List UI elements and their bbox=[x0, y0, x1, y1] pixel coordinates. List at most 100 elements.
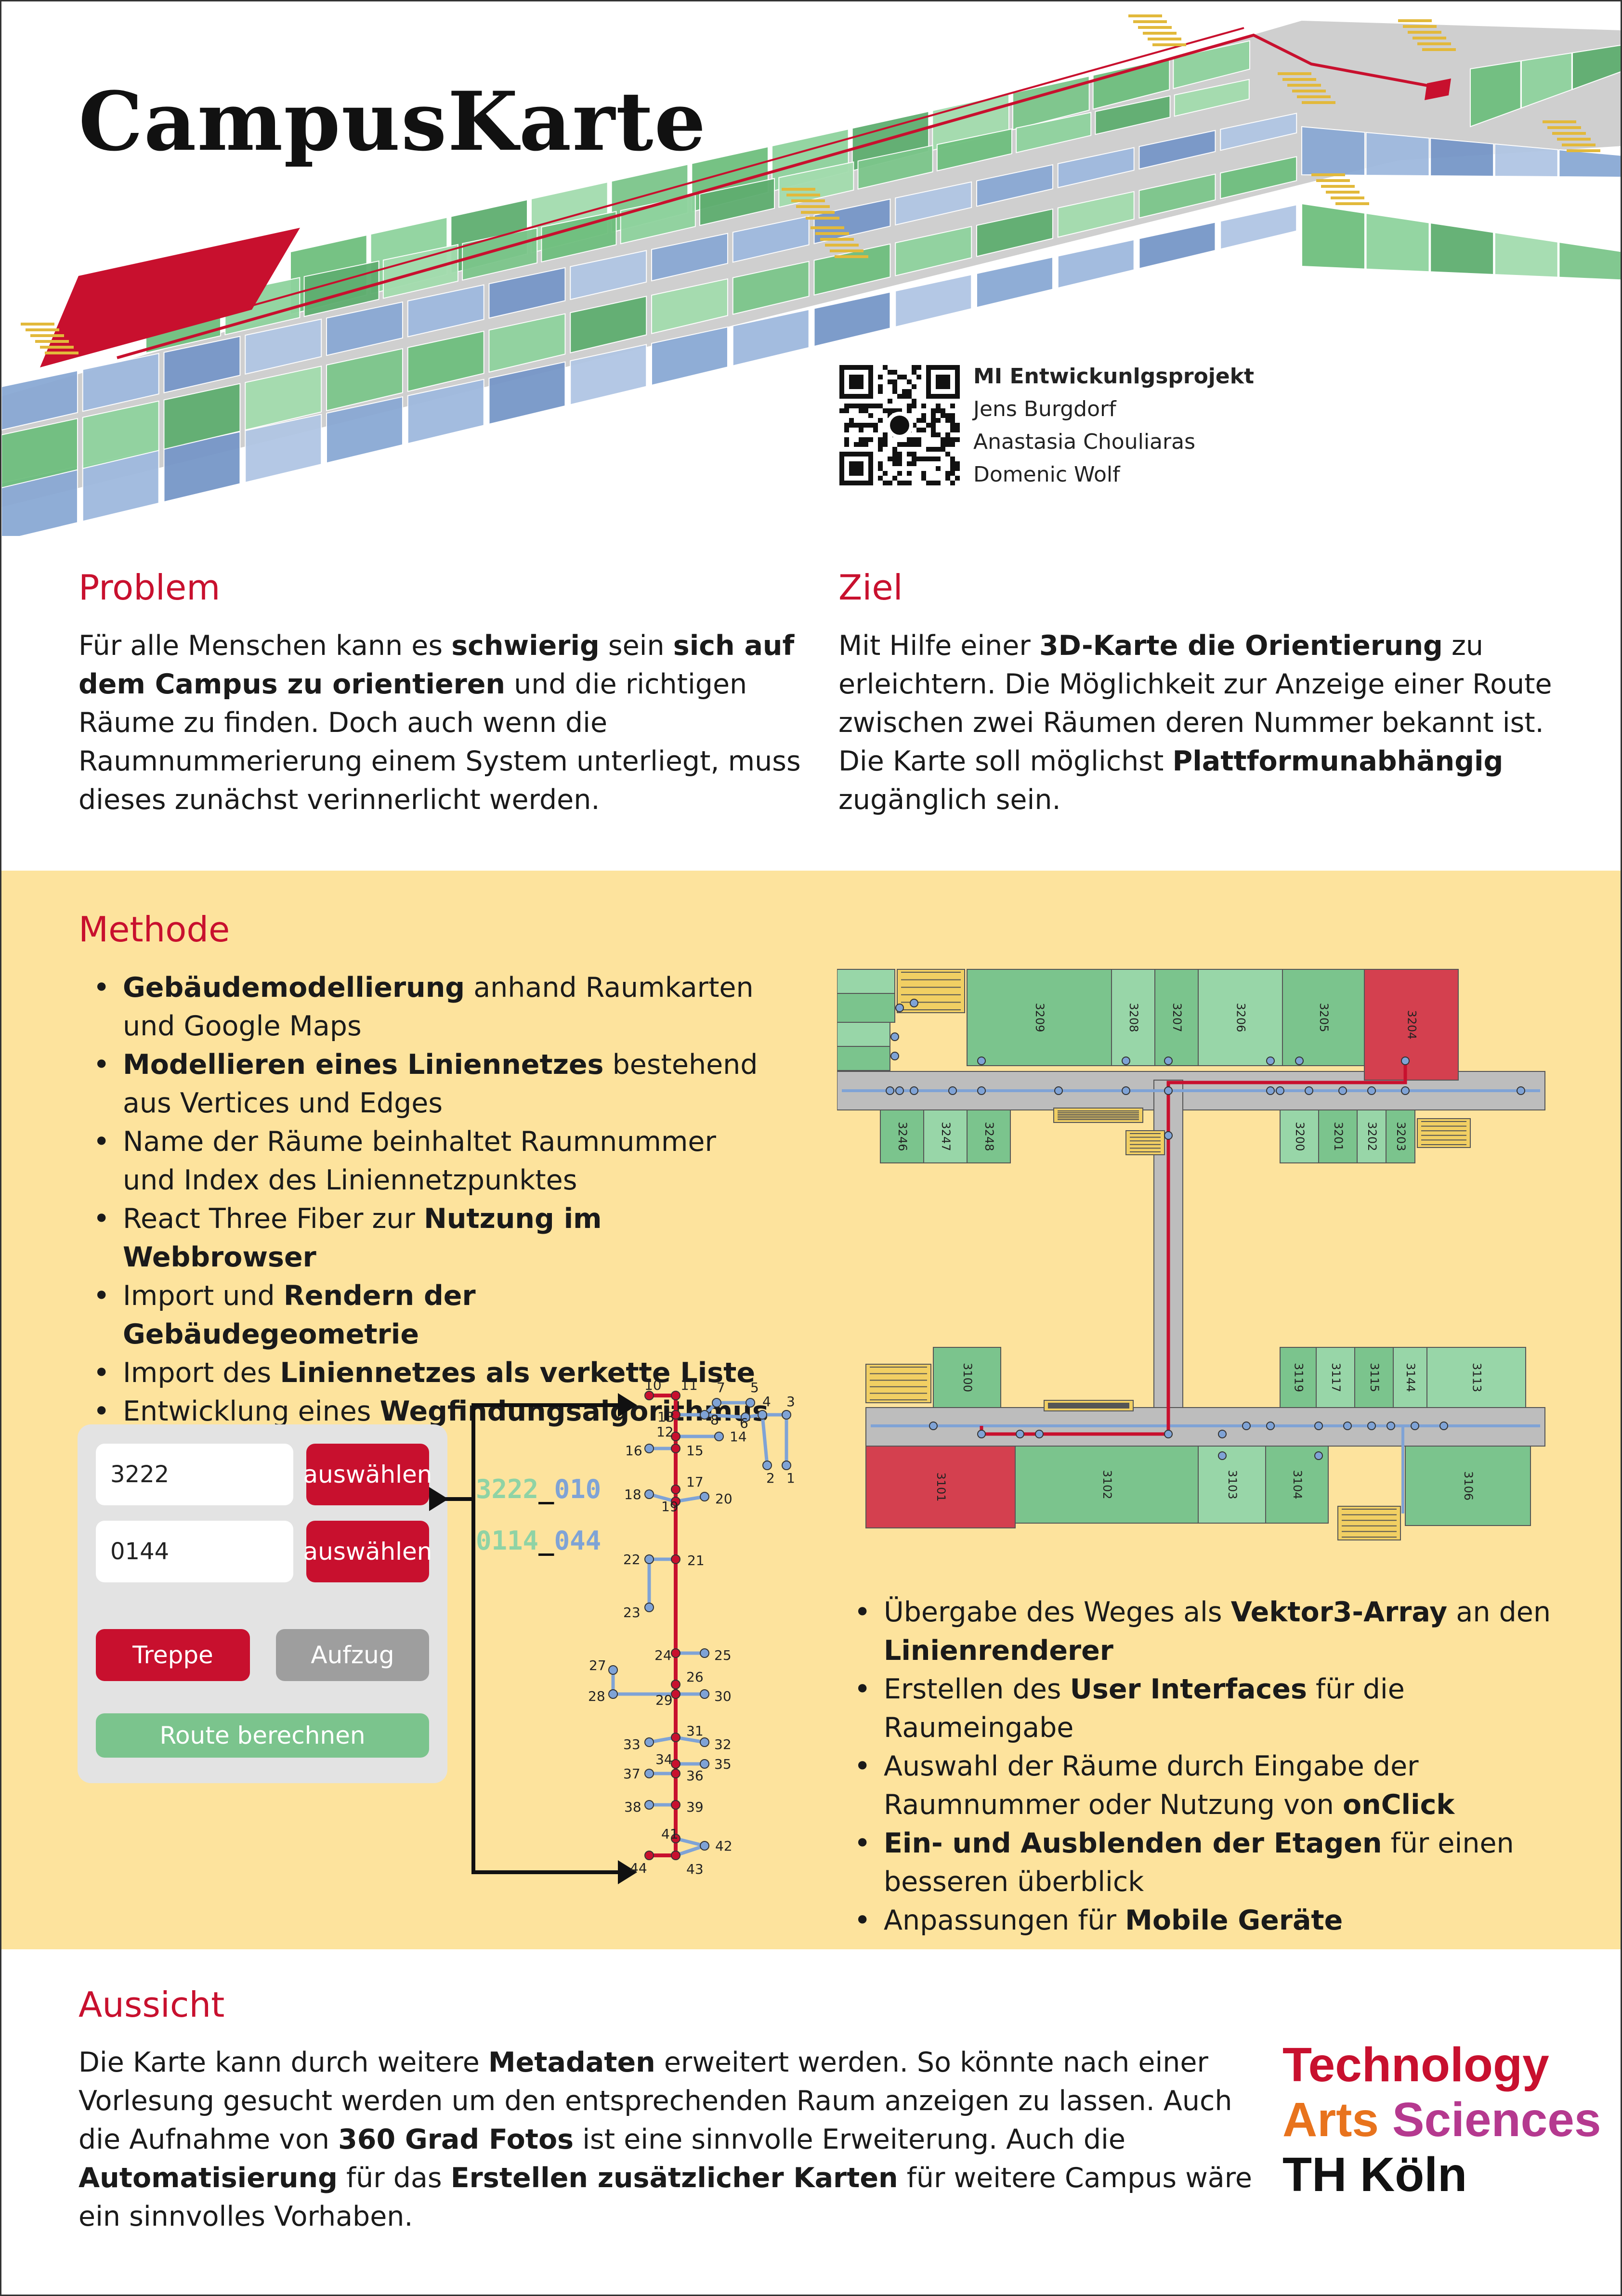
ziel-text: Mit Hilfe einer 3D-Karte die Orientierun… bbox=[838, 626, 1561, 819]
network-vertex bbox=[1367, 1086, 1376, 1095]
select-button-1[interactable]: auswählen bbox=[303, 1444, 432, 1505]
network-label: 13 bbox=[657, 1409, 675, 1425]
hero-route-line bbox=[117, 33, 1442, 359]
network-vertex bbox=[1439, 1422, 1448, 1430]
stairs-icon bbox=[1053, 1108, 1143, 1123]
qr-module bbox=[916, 437, 921, 442]
stairs-button[interactable]: Treppe bbox=[96, 1629, 250, 1681]
network-edge bbox=[675, 1844, 706, 1857]
qr-module bbox=[892, 379, 897, 384]
qr-module bbox=[859, 428, 863, 432]
hero-room-block bbox=[407, 378, 484, 444]
network-vertex bbox=[671, 1800, 680, 1810]
qr-module bbox=[931, 481, 936, 485]
qr-module bbox=[916, 442, 921, 447]
hero-room-block bbox=[1138, 173, 1216, 219]
room-input-2[interactable]: 0144 bbox=[96, 1521, 293, 1582]
network-label: 15 bbox=[686, 1443, 704, 1459]
network-vertex bbox=[671, 1759, 680, 1769]
qr-module bbox=[883, 437, 888, 442]
room-label: 3101 bbox=[934, 1472, 948, 1501]
author-1: Jens Burgdorf bbox=[973, 397, 1116, 421]
network-label: 7 bbox=[717, 1380, 725, 1396]
qr-module bbox=[844, 423, 849, 428]
network-label: 42 bbox=[715, 1838, 733, 1854]
network-label: 43 bbox=[686, 1861, 704, 1877]
room bbox=[1015, 1446, 1199, 1524]
room-input-1[interactable]: 3222 bbox=[96, 1444, 293, 1505]
hero-room-block bbox=[1365, 212, 1430, 273]
hero-room-block bbox=[1, 370, 78, 431]
hero-room-block bbox=[936, 128, 1012, 172]
hero-room-block bbox=[732, 215, 810, 263]
qr-module bbox=[916, 457, 921, 461]
list-item: Anpassungen für Mobile Geräte bbox=[839, 1901, 1581, 1940]
qr-module bbox=[941, 442, 945, 447]
hero-room-block bbox=[570, 344, 647, 405]
stairs-icon bbox=[1337, 1506, 1401, 1540]
room bbox=[837, 969, 895, 994]
hero-room-block bbox=[1016, 112, 1092, 154]
room bbox=[1364, 969, 1459, 1081]
network-vertex bbox=[644, 1851, 654, 1860]
qr-module bbox=[950, 418, 955, 423]
qr-module bbox=[931, 413, 936, 418]
network-vertex bbox=[895, 1086, 904, 1095]
network-label: 20 bbox=[715, 1491, 733, 1507]
qr-module bbox=[888, 379, 892, 384]
network-vertex bbox=[977, 1086, 986, 1095]
stairs-icon bbox=[1417, 1118, 1471, 1148]
author-2: Anastasia Chouliaras bbox=[973, 430, 1195, 454]
stairs-icon bbox=[897, 969, 965, 1013]
room-label: 3206 bbox=[1234, 1003, 1248, 1032]
hero-room-block bbox=[1, 417, 78, 489]
route-button[interactable]: Route berechnen bbox=[96, 1713, 429, 1758]
room-label: 3102 bbox=[1100, 1470, 1114, 1499]
qr-module bbox=[868, 404, 873, 408]
qr-module bbox=[897, 394, 902, 399]
qr-module bbox=[888, 413, 892, 418]
network-label: 25 bbox=[714, 1647, 732, 1663]
hero-room-block bbox=[976, 208, 1053, 257]
qr-module bbox=[878, 461, 883, 466]
list-item: Gebäudemodellierung anhand Raumkarten un… bbox=[78, 968, 777, 1045]
qr-module bbox=[926, 457, 931, 461]
hero-room-block bbox=[407, 284, 484, 338]
network-vertex bbox=[644, 1554, 654, 1564]
problem-text-fragment: Für alle Menschen kann es bbox=[78, 630, 452, 662]
network-vertex bbox=[644, 1603, 654, 1612]
qr-module bbox=[907, 394, 912, 399]
network-label: 32 bbox=[714, 1736, 732, 1752]
hero-room-block bbox=[895, 181, 972, 226]
qr-module bbox=[931, 423, 936, 428]
list-item-fragment: Modellieren eines Liniennetzes bbox=[123, 1049, 604, 1081]
list-item-fragment: Import und bbox=[123, 1280, 284, 1312]
network-edge bbox=[675, 1495, 705, 1503]
network-label: 5 bbox=[750, 1380, 759, 1396]
list-item-fragment: Ein- und Ausblenden der Etagen bbox=[884, 1827, 1382, 1859]
qr-module bbox=[945, 437, 950, 442]
aussicht-text-fragment: für weitere Campus wäre ein sinnvolles V… bbox=[78, 2162, 1252, 2232]
qr-module bbox=[950, 461, 955, 466]
ziel-text-fragment: zu erleichtern. Die Möglichkeit zur Anze… bbox=[838, 630, 1552, 777]
qr-module bbox=[849, 418, 854, 423]
problem-text-fragment: sich auf dem Campus zu orientieren bbox=[78, 630, 795, 700]
hero-room-block bbox=[1572, 44, 1621, 91]
list-item: React Three Fiber zur Nutzung im Webbrow… bbox=[78, 1200, 777, 1277]
list-item-fragment: Liniennetzes als verkette Liste bbox=[280, 1357, 756, 1389]
network-label: 41 bbox=[661, 1826, 679, 1842]
room-label: 3117 bbox=[1329, 1363, 1343, 1392]
select-button-2[interactable]: auswählen bbox=[303, 1521, 432, 1582]
route-code-a: 3222_010 bbox=[476, 1474, 602, 1504]
qr-module bbox=[907, 437, 912, 442]
network-vertex bbox=[1401, 1057, 1410, 1065]
elevator-button[interactable]: Aufzug bbox=[276, 1629, 429, 1681]
network-label: 12 bbox=[656, 1424, 674, 1440]
network-label: 18 bbox=[624, 1487, 641, 1502]
qr-module bbox=[863, 442, 868, 447]
qr-module bbox=[921, 428, 926, 432]
network-vertex bbox=[1054, 1086, 1063, 1095]
qr-module bbox=[921, 476, 926, 481]
network-vertex bbox=[700, 1689, 709, 1699]
